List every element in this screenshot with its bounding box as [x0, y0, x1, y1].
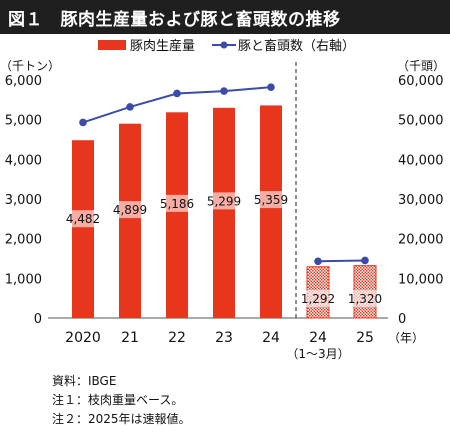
- category-label: 23: [215, 330, 233, 346]
- bar: [166, 112, 188, 318]
- left-axis-unit: （千トン）: [0, 59, 60, 73]
- bar: [72, 140, 94, 318]
- bar-value-label: 4,482: [66, 212, 100, 226]
- right-tick-label: 60,000: [398, 74, 444, 89]
- source-note: 資料：IBGE: [52, 374, 117, 388]
- right-axis-unit: （千頭）: [397, 59, 445, 73]
- legend-bar-label: 豚肉生産量: [130, 38, 195, 54]
- category-label: 24: [262, 330, 280, 346]
- legend-line-label: 豚と畜頭数（右軸）: [238, 38, 355, 54]
- right-tick-label: 20,000: [398, 233, 444, 248]
- right-tick-label: 10,000: [398, 272, 444, 287]
- bar: [213, 107, 235, 318]
- line-point: [314, 257, 322, 266]
- bar-value-label-bg: [298, 290, 338, 307]
- left-tick-label: 1,000: [5, 272, 42, 287]
- bar-value-label-bg: [345, 290, 385, 307]
- left-tick-label: 0: [34, 312, 42, 327]
- category-label: 21: [121, 330, 139, 346]
- line-point: [267, 83, 275, 91]
- plot-area: 0 1,000 2,000 3,000 4,000 5,000 6,000 0 10,000 20…: [5, 62, 444, 361]
- line-point: [361, 256, 369, 265]
- line-point: [126, 103, 134, 111]
- category-label: 24: [309, 330, 327, 346]
- footnote-2: 注２：2025年は速報値。: [52, 412, 191, 426]
- left-tick-label: 6,000: [5, 74, 42, 89]
- left-tick-label: 4,000: [5, 153, 42, 168]
- category-label: 22: [168, 330, 186, 346]
- legend: 豚肉生産量 豚と畜頭数（右軸）: [98, 38, 355, 54]
- bar-value-label-bg: [110, 201, 150, 219]
- legend-line-marker: [220, 41, 228, 49]
- category-sublabel: （1～3月）: [286, 347, 349, 361]
- bar-value-label: 5,186: [160, 197, 194, 211]
- bar-value-label: 1,292: [301, 292, 335, 306]
- bar-value-label-bg: [63, 210, 103, 228]
- bar-value-label-bg: [251, 191, 291, 209]
- notes: 資料：IBGE 注１：枝肉重量ベース。 注２：2025年は速報値。: [52, 372, 191, 429]
- right-tick-label: 40,000: [398, 153, 444, 168]
- left-tick-label: 3,000: [5, 193, 42, 208]
- legend-bar-swatch: [98, 40, 126, 50]
- left-tick-label: 5,000: [5, 114, 42, 129]
- x-axis-unit: （年）: [388, 331, 424, 345]
- right-tick-label: 50,000: [398, 114, 444, 129]
- right-tick-label: 0: [398, 312, 406, 327]
- bar-value-label-bg: [157, 194, 197, 212]
- right-tick-label: 30,000: [398, 193, 444, 208]
- line-series: [317, 259, 366, 263]
- line-point: [173, 89, 181, 98]
- chart-title: 図１ 豚肉生産量および豚と畜頭数の推移: [8, 10, 341, 30]
- bar-value-label-bg: [204, 192, 244, 210]
- category-label: 2020: [65, 330, 101, 346]
- title-bar: 図１ 豚肉生産量および豚と畜頭数の推移: [0, 0, 450, 34]
- bar: [119, 123, 141, 318]
- category-label: 25: [356, 330, 374, 346]
- line-point: [79, 118, 87, 127]
- line-point: [220, 87, 228, 95]
- left-tick-label: 2,000: [5, 233, 42, 248]
- bar: [260, 105, 282, 318]
- bar-value-label: 5,359: [254, 193, 288, 207]
- bar-value-label: 1,320: [348, 292, 382, 306]
- footnote-1: 注１：枝肉重量ベース。: [52, 393, 184, 407]
- bar-value-label: 5,299: [207, 194, 241, 208]
- bar-value-label: 4,899: [113, 203, 147, 217]
